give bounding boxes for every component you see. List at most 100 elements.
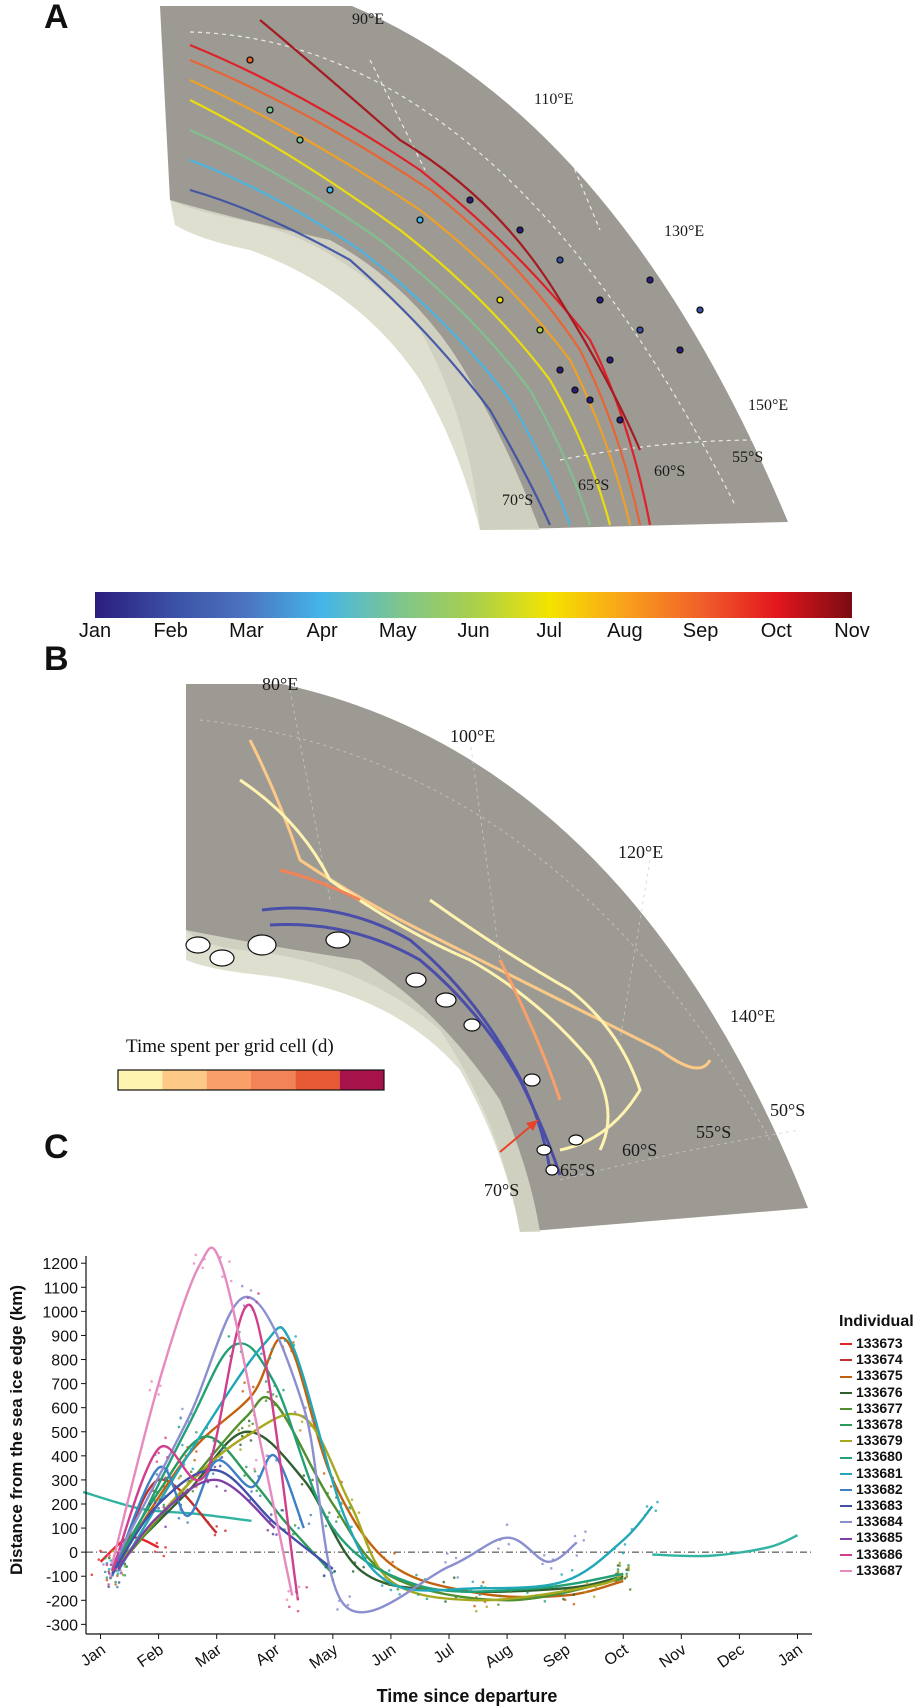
map-a-lat-label: 60°S [654, 463, 685, 480]
y-tick-label: -200 [46, 1593, 78, 1610]
individual-legend-label: 133679 [856, 1432, 903, 1449]
series-point-133673 [155, 1541, 159, 1545]
series-point-133685 [275, 1533, 278, 1536]
x-tick-label: Jan [775, 1641, 806, 1670]
series-point-133673 [97, 1558, 101, 1561]
series-point-133684 [507, 1542, 511, 1546]
individual-legend-label: 133685 [856, 1529, 903, 1546]
series-point-133687 [117, 1549, 121, 1553]
series-point-133677 [497, 1603, 500, 1606]
individual-legend-title: Individual [839, 1313, 914, 1330]
individual-legend-label: 133684 [856, 1513, 903, 1530]
series-point-133683 [322, 1574, 326, 1577]
series-point-133686 [255, 1300, 259, 1304]
series-point-133686 [205, 1478, 209, 1481]
series-point-133683 [271, 1532, 275, 1536]
series-point-133686 [164, 1436, 167, 1440]
series-point-133686 [246, 1296, 250, 1300]
series-point-133684 [541, 1562, 544, 1566]
series-point-133676 [309, 1487, 313, 1490]
series-point-133687 [253, 1467, 256, 1471]
series-point-133681 [387, 1569, 391, 1572]
x-tick-label: May [307, 1641, 342, 1672]
series-point-133676 [302, 1474, 306, 1477]
series-point-133682 [309, 1513, 313, 1517]
late-trend-line [652, 1534, 798, 1558]
series-point-133681 [389, 1588, 393, 1592]
individual-legend-swatch [840, 1440, 852, 1443]
series-point-133681 [478, 1593, 482, 1597]
series-point-133683 [166, 1511, 169, 1514]
individual-legend-swatch [840, 1424, 852, 1427]
series-point-133683 [218, 1464, 222, 1468]
series-point-133680 [415, 1573, 418, 1577]
series-point-133679 [585, 1582, 589, 1585]
series-point-133680 [614, 1576, 618, 1580]
series-point-133682 [179, 1508, 182, 1511]
series-point-133687 [109, 1573, 112, 1577]
residence-legend [117, 1069, 385, 1091]
series-point-133676 [353, 1561, 357, 1565]
series-point-133681 [398, 1592, 401, 1596]
x-tick-label: Sep [540, 1641, 573, 1671]
y-tick-label: 400 [51, 1449, 78, 1466]
individual-legend-item: 133677 [840, 1400, 903, 1416]
individual-legend-item: 133685 [840, 1529, 903, 1545]
series-point-133675 [329, 1485, 333, 1488]
individual-legend-swatch [840, 1359, 852, 1362]
series-point-133676 [249, 1439, 253, 1442]
series-point-133676 [240, 1434, 244, 1438]
series-point-133687 [201, 1266, 205, 1270]
series-point-133679 [239, 1448, 242, 1451]
series-point-133675 [195, 1450, 198, 1453]
series-point-133681 [621, 1551, 625, 1555]
colorbar-month-label: Aug [607, 620, 643, 642]
series-point-133684 [293, 1410, 297, 1414]
series-point-133678 [105, 1576, 109, 1579]
individual-legend-label: 133675 [856, 1367, 903, 1384]
series-point-133679 [247, 1424, 251, 1428]
series-point-133679 [307, 1405, 311, 1408]
series-line-133681 [116, 1326, 654, 1592]
series-point-133686 [114, 1567, 117, 1571]
map-b: 80°E 100°E 120°E 140°E 50°S 55°S 60°S 65… [185, 674, 808, 1232]
series-point-133682 [116, 1585, 119, 1589]
series-point-133677 [179, 1474, 182, 1478]
map-b-lat-label: 70°S [484, 1180, 519, 1200]
residence-legend-frame [117, 1069, 385, 1091]
series-point-133673 [164, 1546, 167, 1549]
series-point-133680 [333, 1528, 336, 1532]
series-point-133678 [243, 1474, 246, 1477]
series-point-133682 [103, 1570, 107, 1574]
individual-legend-item: 133683 [840, 1497, 903, 1513]
map-b-hatch-islands [185, 931, 584, 1176]
series-point-133681 [380, 1584, 384, 1587]
series-point-133680 [425, 1597, 429, 1601]
residence-legend-swatch [251, 1070, 296, 1090]
y-tick-label: 600 [51, 1401, 78, 1418]
map-b-lat-label: 55°S [696, 1122, 731, 1142]
colorbar-month-label: Jun [457, 620, 490, 642]
series-point-133687 [229, 1279, 233, 1283]
series-point-133684 [181, 1407, 184, 1411]
series-point-133679 [237, 1428, 241, 1432]
series-point-133676 [239, 1443, 242, 1447]
individual-legend-item: 133686 [840, 1546, 903, 1562]
series-point-133684 [584, 1530, 587, 1533]
series-point-133683 [220, 1455, 224, 1459]
series-point-133687 [296, 1594, 299, 1597]
series-point-133679 [309, 1424, 313, 1428]
series-point-133686 [257, 1292, 260, 1295]
series-point-133679 [485, 1605, 489, 1609]
series-point-133675 [322, 1472, 326, 1475]
individual-legend-item: 133684 [840, 1513, 903, 1529]
residence-legend-swatch [118, 1070, 163, 1090]
series-point-133679 [474, 1609, 478, 1613]
series-point-133676 [362, 1565, 365, 1569]
series-point-133687 [254, 1458, 258, 1462]
series-point-133687 [297, 1585, 301, 1589]
series-point-133679 [625, 1574, 629, 1578]
series-point-133687 [203, 1257, 206, 1261]
series-point-133680 [625, 1572, 629, 1576]
